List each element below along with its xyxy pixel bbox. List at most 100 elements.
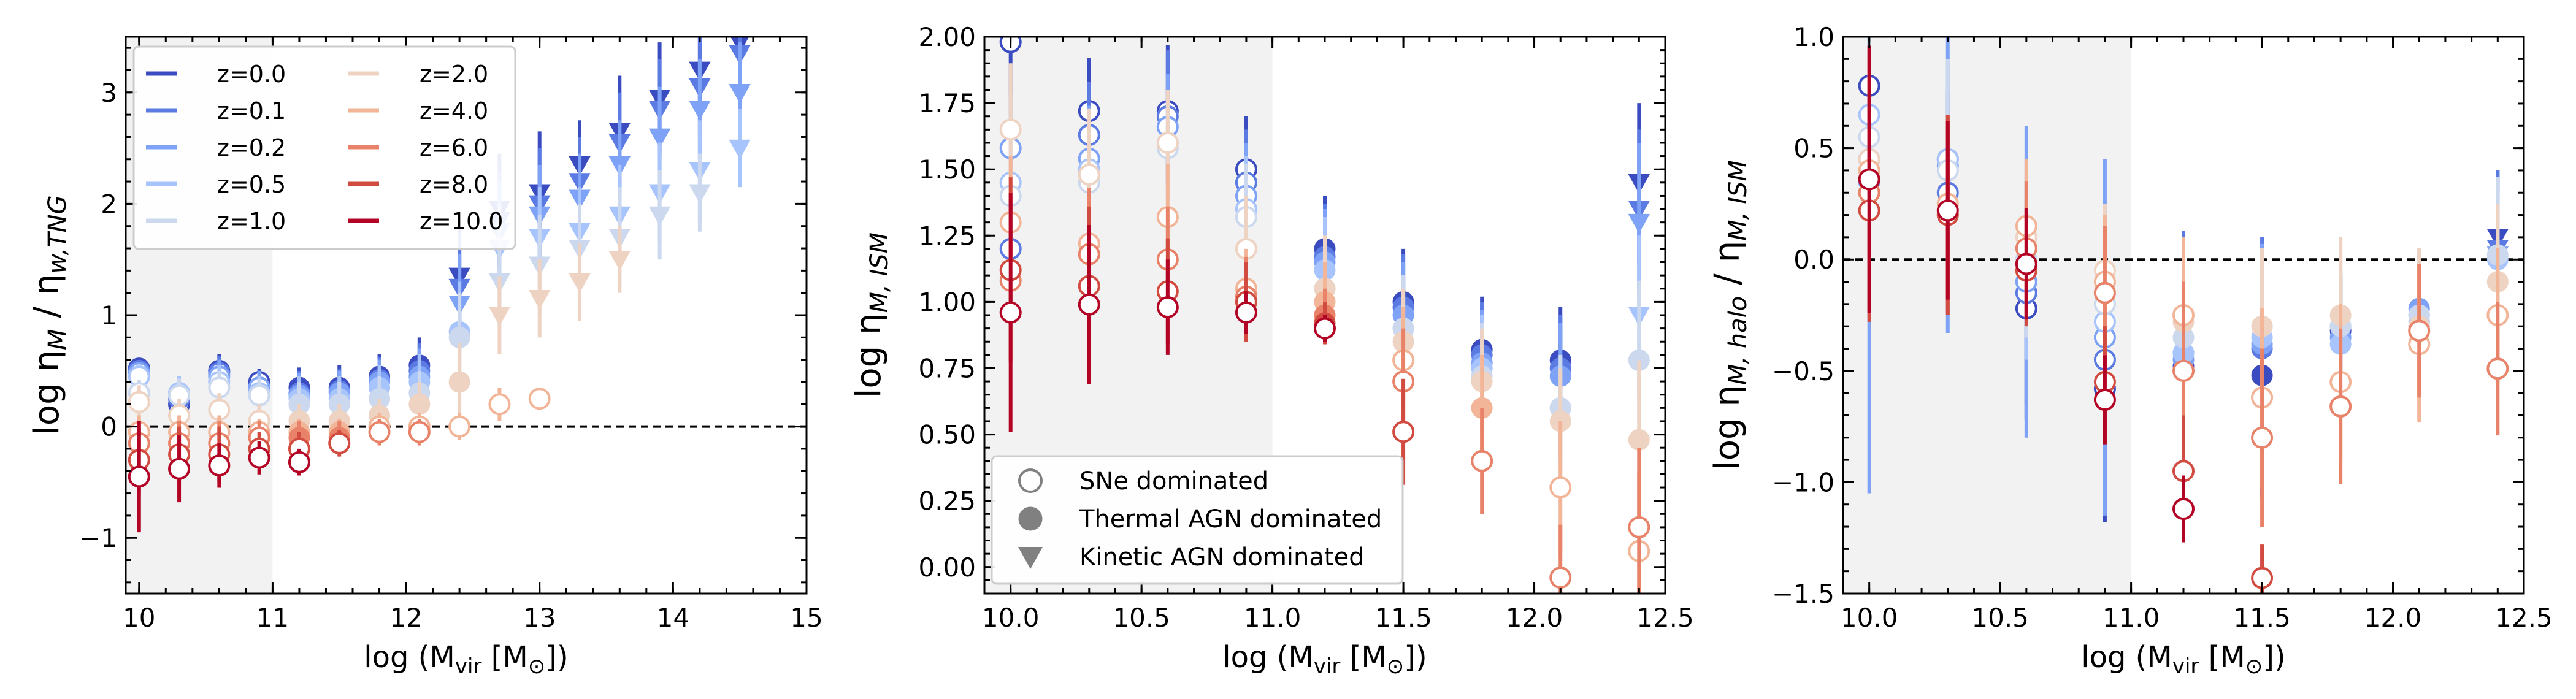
sne-marker: [248, 384, 270, 407]
x-tick-label: 14: [657, 603, 689, 633]
sne-marker: [1235, 301, 1257, 324]
x-tick-label: 12: [389, 603, 422, 633]
legend-label-z: z=0.2: [217, 134, 286, 161]
x-tick-label: 11.0: [2103, 603, 2160, 633]
kinetic-agn-marker: [488, 307, 511, 327]
y-tick-label: 1.75: [918, 88, 976, 118]
y-tick-label: −1.0: [1772, 467, 1834, 497]
sne-marker: [208, 454, 231, 477]
x-tick-label: 10: [123, 603, 155, 633]
legend-kinetic-marker: [1018, 547, 1043, 569]
y-axis-label: log ηM, ISM: [849, 232, 894, 398]
sne-marker: [1314, 317, 1336, 340]
sne-marker: [128, 391, 150, 413]
sne-marker: [1471, 449, 1493, 472]
sne-marker: [2408, 319, 2431, 342]
legend-label-z: z=6.0: [420, 134, 488, 161]
y-tick-label: 1.0: [1793, 22, 1834, 52]
x-tick-label: 15: [790, 603, 822, 633]
sne-marker: [2093, 389, 2116, 411]
x-tick-label: 13: [523, 603, 556, 633]
sne-marker: [2329, 395, 2352, 418]
y-axis-label: log ηM / ηw,TNG: [27, 195, 72, 435]
sne-marker: [1156, 131, 1179, 154]
sne-marker: [408, 421, 431, 443]
sne-marker: [1858, 168, 1880, 191]
sne-marker: [2486, 357, 2509, 380]
sne-marker: [328, 432, 351, 454]
series-z-10_0: [1858, 45, 2195, 543]
sne-marker: [248, 446, 270, 469]
thermal-agn-marker: [1628, 429, 1650, 451]
legend-label-marker: SNe dominated: [1079, 467, 1268, 495]
x-tick-label: 12.0: [1506, 603, 1563, 633]
kinetic-agn-marker: [529, 289, 551, 310]
ticks: [983, 36, 1666, 595]
x-axis-label: log (Mvir [M⊙]): [2081, 640, 2285, 679]
x-tick-label: 10.5: [1113, 603, 1170, 633]
sne-marker: [1549, 476, 1572, 499]
y-tick-label: 0.25: [918, 486, 976, 516]
sne-marker: [2172, 359, 2195, 382]
right-panel: 10.0 10.5 11.0 11.5 12.0 12.5 −1.5 −1.0 −0.5 0.0 0…: [1708, 22, 2553, 679]
y-axis-label: log ηM, halo / ηM, ISM: [1708, 160, 1752, 470]
legend-label-z: z=4.0: [420, 97, 488, 124]
kinetic-agn-marker: [689, 101, 711, 121]
y-tick-label: 0: [101, 412, 117, 442]
sne-marker: [2093, 281, 2116, 304]
marker-type-legend: SNe dominated Thermal AGN dominated Kineti…: [991, 455, 1404, 585]
kinetic-agn-marker: [648, 206, 671, 226]
x-axis-label: log (Mvir [M⊙]): [364, 640, 568, 679]
legend-label-marker: Kinetic AGN dominated: [1079, 543, 1365, 571]
kinetic-agn-marker: [729, 139, 751, 159]
y-tick-label: −1.5: [1772, 579, 1834, 609]
x-tick-label: 11: [256, 603, 289, 633]
kinetic-agn-marker: [1628, 213, 1650, 234]
y-tick-label: 1.25: [918, 221, 976, 251]
x-tick-label: 10.0: [982, 603, 1040, 633]
x-axis-label: log (Mvir [M⊙]): [1222, 640, 1427, 679]
sne-marker: [999, 301, 1022, 324]
sne-marker: [1078, 163, 1100, 186]
x-tick-label: 12.5: [1636, 603, 1694, 633]
x-tick-label: 11.5: [1374, 603, 1432, 633]
x-tick-label: 10.0: [1841, 603, 1898, 633]
data-layer: [999, 37, 1650, 594]
x-tick-label: 11.5: [2233, 603, 2291, 633]
kinetic-agn-marker: [648, 128, 671, 148]
sne-marker: [2015, 253, 2037, 275]
redshift-legend: z=0.0 z=0.1 z=0.2 z=0.5 z=1.0 z=2.0 z=4.0 z=6.0…: [132, 45, 516, 250]
sne-marker: [368, 421, 391, 443]
y-tick-label: 1: [101, 300, 117, 330]
sne-marker: [1078, 293, 1100, 316]
sne-marker: [2172, 497, 2195, 520]
series-z-10_0: [128, 421, 310, 533]
sne-marker: [999, 118, 1022, 141]
kinetic-agn-marker: [569, 273, 591, 293]
sne-marker: [1392, 421, 1415, 443]
series-z-10_0: [999, 193, 1336, 432]
sne-marker: [288, 451, 310, 473]
ticks: [1842, 36, 2525, 595]
x-tick-label: 12.5: [2495, 603, 2553, 633]
y-tick-label: 0.5: [1793, 134, 1834, 164]
y-tick-label: 0.00: [918, 552, 976, 582]
thermal-agn-marker: [408, 393, 431, 415]
kinetic-agn-marker: [729, 84, 751, 104]
legend-label-z: z=8.0: [420, 171, 488, 198]
y-tick-label: 0.0: [1793, 245, 1834, 275]
y-tick-label: −0.5: [1772, 356, 1834, 386]
kinetic-agn-marker: [608, 251, 631, 271]
sne-marker: [488, 393, 511, 416]
kinetic-agn-marker: [689, 184, 711, 204]
legend-box: [132, 45, 516, 250]
sne-marker: [2251, 426, 2274, 449]
data-layer: [1858, 37, 2509, 594]
sne-marker: [168, 457, 191, 480]
sne-marker: [1936, 199, 1959, 222]
shaded-region: [1843, 37, 2131, 594]
legend-label-z: z=2.0: [420, 61, 488, 88]
thermal-agn-marker: [448, 371, 470, 393]
legend-sne-marker: [1018, 468, 1043, 493]
